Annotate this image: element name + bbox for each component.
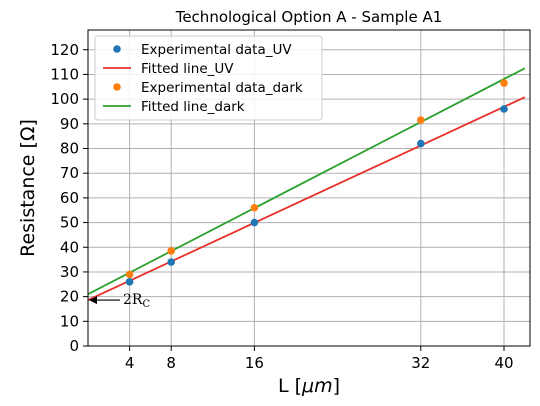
data-point: [125, 270, 134, 279]
x-axis-label: L [μm]: [278, 375, 340, 397]
fitted-line: [87, 96, 526, 301]
x-axis-label-unit: μm: [301, 375, 333, 397]
y-tick-label: 70: [60, 164, 79, 182]
x-tick-label: 32: [411, 354, 430, 372]
annotation-arrowhead: [89, 296, 97, 305]
y-axis-label: Resistance [Ω]: [17, 119, 39, 257]
y-tick-label: 50: [60, 214, 79, 232]
y-tick-label: 60: [60, 189, 79, 207]
x-tick-label: 8: [166, 354, 176, 372]
y-tick-label: 110: [50, 65, 79, 83]
y-tick-label: 100: [50, 90, 79, 108]
legend-swatch-marker: [113, 45, 121, 53]
data-point: [250, 203, 259, 212]
data-point: [250, 218, 259, 227]
annotation-subscript: C: [142, 299, 150, 310]
x-axis-label-text: L [: [278, 375, 302, 397]
legend-box: [94, 35, 323, 121]
y-tick-label: 0: [69, 337, 79, 355]
x-tick-label: 4: [125, 354, 135, 372]
chart-title: Technological Option A - Sample A1: [175, 8, 443, 26]
y-tick-label: 30: [60, 263, 79, 281]
y-tick-label: 120: [50, 41, 79, 59]
y-tick-label: 20: [60, 288, 79, 306]
data-point: [167, 247, 175, 255]
data-point: [125, 278, 134, 286]
data-point: [500, 79, 508, 87]
x-axis-label-close: ]: [333, 375, 340, 397]
x-tick-label: 40: [494, 354, 513, 372]
legend: Experimental data_UV Fitted line_UV Experi…: [94, 35, 323, 121]
data-point: [500, 105, 508, 113]
y-tick-label: 90: [60, 115, 79, 133]
legend-swatch-marker: [113, 83, 121, 91]
x-tick-label: 16: [245, 354, 264, 372]
y-tick-label: 10: [60, 312, 79, 330]
annotation-base: 2R: [123, 292, 143, 308]
data-point: [417, 139, 425, 148]
y-tick-label: 40: [60, 238, 79, 256]
data-point: [417, 116, 425, 124]
y-tick-label: 80: [60, 140, 79, 158]
legend-label: Experimental data_UV: [141, 42, 292, 58]
series-layer: [87, 67, 526, 301]
ticks: 4 8 16 32 40 0 10 20 30 40 50 60 70 80 90 100 110 120: [50, 41, 513, 372]
annotation-text: 2RC: [123, 292, 150, 310]
fitted-line: [87, 67, 526, 295]
legend-label: Fitted line_UV: [141, 61, 234, 77]
annotation-layer: 2RC: [89, 292, 150, 310]
legend-label: Fitted line_dark: [141, 99, 245, 115]
plot-frame: [87, 29, 531, 347]
data-point: [167, 258, 175, 266]
legend-label: Experimental data_dark: [141, 80, 303, 96]
